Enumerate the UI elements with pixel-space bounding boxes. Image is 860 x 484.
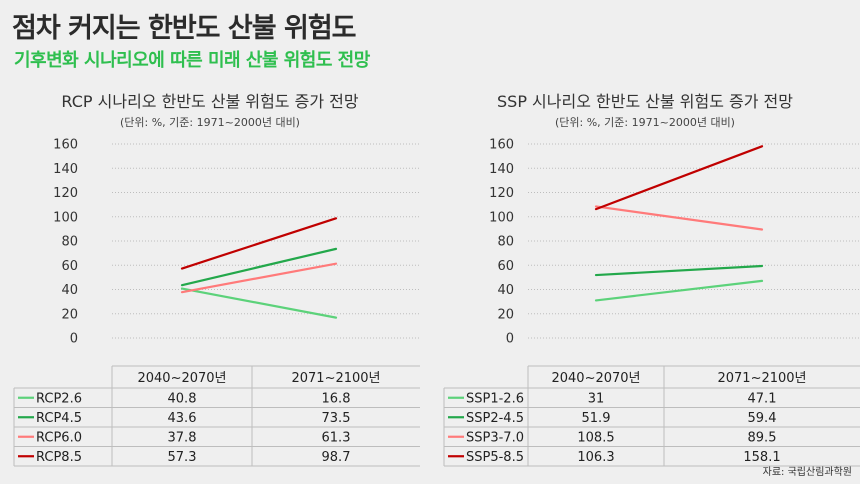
ssp-series-line-ssp370 [594,205,764,231]
rcp-data-value: 61.3 [322,430,351,445]
ssp-y-tick-label: 160 [489,138,514,153]
ssp-legend-label: SSP3-7.0 [466,430,524,445]
rcp-data-value: 37.8 [168,430,197,445]
rcp-data-value: 73.5 [322,411,351,426]
ssp-series-line-ssp585 [594,145,764,211]
ssp-data-value: 59.4 [748,411,777,426]
page-subtitle: 기후변화 시나리오에 따른 미래 산불 위험도 전망 [14,50,370,71]
rcp-y-tick-label: 20 [61,307,78,322]
rcp-category-label: 2040~2070년 [137,371,226,386]
rcp-y-tick-label: 140 [53,162,78,177]
ssp-y-tick-label: 60 [497,259,514,274]
rcp-y-tick-label: 60 [61,259,78,274]
ssp-y-tick-label: 100 [489,210,514,225]
rcp-data-value: 43.6 [168,411,197,426]
rcp-series-line-rcp45 [180,247,338,287]
ssp-chart-title: SSP 시나리오 한반도 산불 위험도 증가 전망 [497,92,793,111]
ssp-category-label: 2040~2070년 [551,371,640,386]
ssp-y-tick-label: 80 [497,235,514,250]
rcp-category-label: 2071~2100년 [291,371,380,386]
rcp-series-line-rcp85 [180,217,338,270]
rcp-y-tick-label: 0 [70,332,78,347]
ssp-data-value: 158.1 [743,450,780,465]
ssp-series-line-ssp245 [594,264,764,277]
rcp-chart-title: RCP 시나리오 한반도 산불 위험도 증가 전망 [61,92,359,111]
ssp-series-line-ssp126 [594,279,764,302]
ssp-y-tick-label: 140 [489,162,514,177]
rcp-chart-unit-note: (단위: %, 기준: 1971~2000년 대비) [120,116,300,129]
ssp-legend-label: SSP1-2.6 [466,391,524,406]
ssp-data-value: 106.3 [577,450,614,465]
rcp-y-tick-label: 40 [61,283,78,298]
rcp-legend-label: RCP4.5 [36,411,82,426]
rcp-y-tick-label: 120 [53,186,78,201]
ssp-data-value: 31 [588,391,605,406]
source-note: 자료: 국립산림과학원 [762,467,852,478]
rcp-y-tick-label: 80 [61,235,78,250]
ssp-y-tick-label: 40 [497,283,514,298]
rcp-legend-label: RCP6.0 [36,430,82,445]
ssp-legend-label: SSP2-4.5 [466,411,524,426]
ssp-category-label: 2071~2100년 [717,371,806,386]
ssp-legend-label: SSP5-8.5 [466,450,524,465]
ssp-y-tick-label: 0 [506,332,514,347]
rcp-y-tick-label: 100 [53,210,78,225]
ssp-data-value: 47.1 [748,391,777,406]
ssp-y-tick-label: 120 [489,186,514,201]
rcp-legend-label: RCP2.6 [36,391,82,406]
rcp-y-tick-label: 160 [53,138,78,153]
rcp-series-line-rcp60 [180,262,338,294]
ssp-chart-unit-note: (단위: %, 기준: 1971~2000년 대비) [555,116,735,129]
ssp-data-value: 108.5 [577,430,614,445]
rcp-data-value: 16.8 [322,391,351,406]
rcp-data-value: 40.8 [168,391,197,406]
rcp-data-value: 98.7 [322,450,351,465]
ssp-y-tick-label: 20 [497,307,514,322]
rcp-series-line-rcp26 [180,287,338,319]
ssp-data-value: 89.5 [748,430,777,445]
ssp-data-value: 51.9 [582,411,611,426]
rcp-legend-label: RCP8.5 [36,450,82,465]
page-title: 점차 커지는 한반도 산불 위험도 [12,13,357,44]
rcp-data-value: 57.3 [168,450,197,465]
